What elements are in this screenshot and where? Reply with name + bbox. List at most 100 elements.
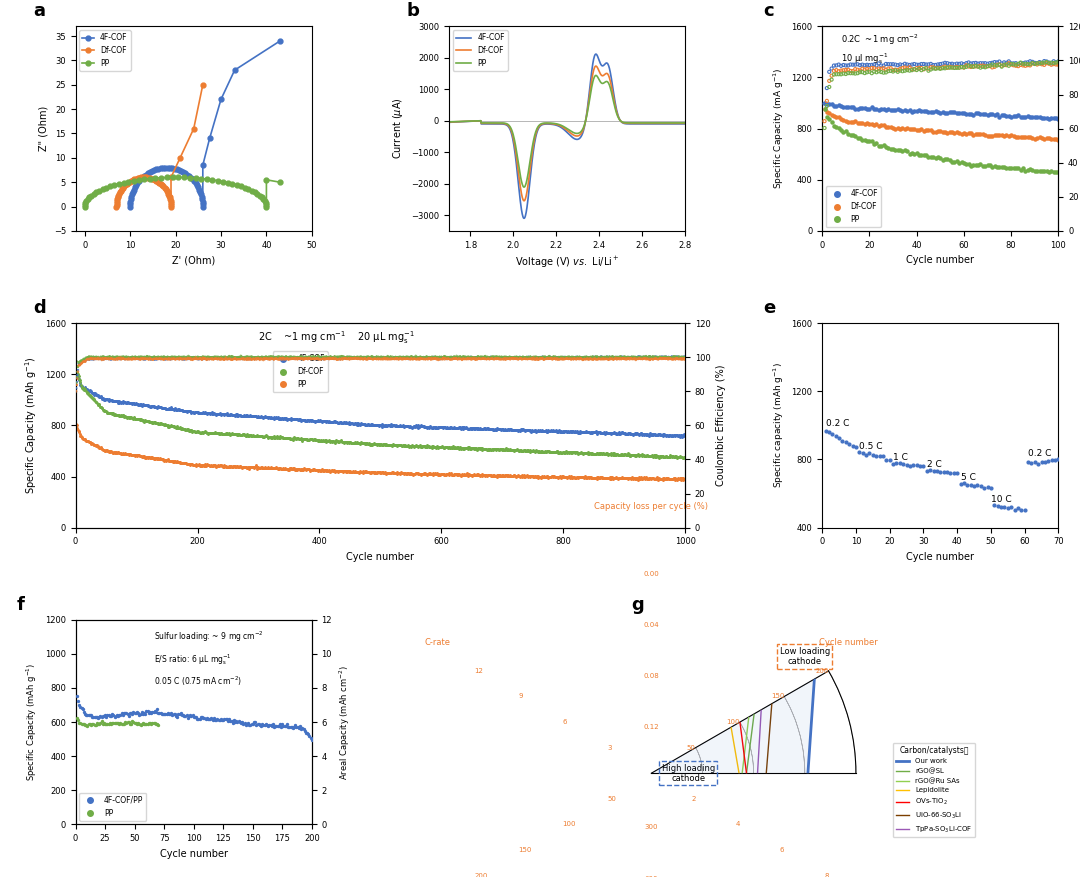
Point: [640, 351, 658, 365]
Point: [210, 408, 227, 422]
Point: [255, 353, 272, 367]
Point: [316, 463, 334, 477]
Point: [652, 449, 670, 463]
Point: [269, 351, 286, 365]
Point: [881, 453, 899, 467]
Point: [116, 706, 133, 720]
Point: [122, 396, 139, 410]
Point: [144, 705, 161, 719]
Point: [91, 397, 108, 411]
Point: [624, 428, 642, 442]
Point: [400, 352, 417, 366]
Point: [194, 711, 212, 725]
Point: [399, 467, 416, 481]
Point: [118, 351, 135, 365]
Point: [137, 352, 154, 366]
Point: [343, 350, 361, 364]
Point: [825, 64, 842, 78]
Point: [401, 439, 418, 453]
Point: [584, 350, 602, 364]
Point: [1002, 57, 1020, 71]
Point: [541, 351, 558, 365]
Point: [409, 418, 427, 432]
Point: [193, 710, 211, 724]
Point: [244, 351, 261, 365]
Point: [887, 143, 904, 157]
Point: [984, 129, 1001, 143]
Point: [534, 350, 551, 364]
Point: [321, 434, 338, 448]
Point: [661, 473, 678, 487]
Point: [96, 352, 113, 366]
Point: [110, 717, 127, 731]
Point: [227, 715, 244, 729]
Point: [535, 353, 552, 367]
Text: High loading
cathode: High loading cathode: [662, 764, 715, 783]
Point: [325, 351, 342, 365]
Point: [629, 351, 646, 365]
Point: [289, 431, 307, 446]
Point: [127, 448, 145, 462]
Point: [144, 399, 161, 413]
Point: [494, 352, 511, 366]
Point: [139, 398, 157, 412]
Point: [87, 388, 105, 402]
Point: [190, 406, 207, 420]
Point: [509, 350, 526, 364]
Point: [549, 424, 566, 438]
Point: [458, 352, 475, 366]
Point: [131, 350, 148, 364]
Point: [247, 459, 265, 473]
Point: [413, 351, 430, 365]
Point: [666, 352, 684, 366]
Point: [349, 436, 366, 450]
Point: [191, 352, 208, 366]
Point: [556, 470, 573, 484]
Point: [359, 351, 376, 365]
Point: [369, 418, 387, 432]
Point: [606, 472, 623, 486]
Point: [635, 350, 652, 364]
Point: [117, 396, 134, 410]
Point: [157, 350, 174, 364]
Point: [356, 351, 374, 365]
Point: [363, 349, 380, 363]
Point: [410, 467, 428, 481]
Point: [887, 62, 904, 76]
Point: [175, 456, 192, 470]
Point: [541, 446, 558, 460]
Point: [562, 445, 579, 459]
Point: [610, 350, 627, 364]
Point: [651, 428, 669, 442]
Point: [656, 428, 673, 442]
Point: [117, 353, 134, 367]
Point: [463, 469, 481, 483]
Point: [418, 420, 435, 434]
Point: [78, 382, 95, 396]
Point: [260, 353, 278, 367]
Point: [444, 353, 461, 367]
Point: [184, 424, 201, 438]
Point: [103, 709, 120, 723]
Point: [1040, 165, 1057, 179]
Point: [416, 352, 433, 366]
Point: [219, 353, 237, 367]
Point: [270, 349, 287, 363]
Point: [135, 350, 152, 364]
Point: [831, 58, 848, 72]
Point: [387, 419, 404, 433]
Point: [486, 350, 503, 364]
Point: [485, 443, 502, 457]
Point: [934, 125, 951, 139]
Point: [71, 374, 89, 388]
Point: [231, 408, 248, 422]
Point: [249, 429, 267, 443]
Point: [472, 351, 489, 365]
Point: [87, 350, 105, 364]
Point: [672, 353, 689, 367]
Point: [525, 469, 542, 483]
Point: [176, 403, 193, 417]
Point: [295, 412, 312, 426]
Point: [590, 351, 607, 365]
Point: [144, 353, 161, 367]
